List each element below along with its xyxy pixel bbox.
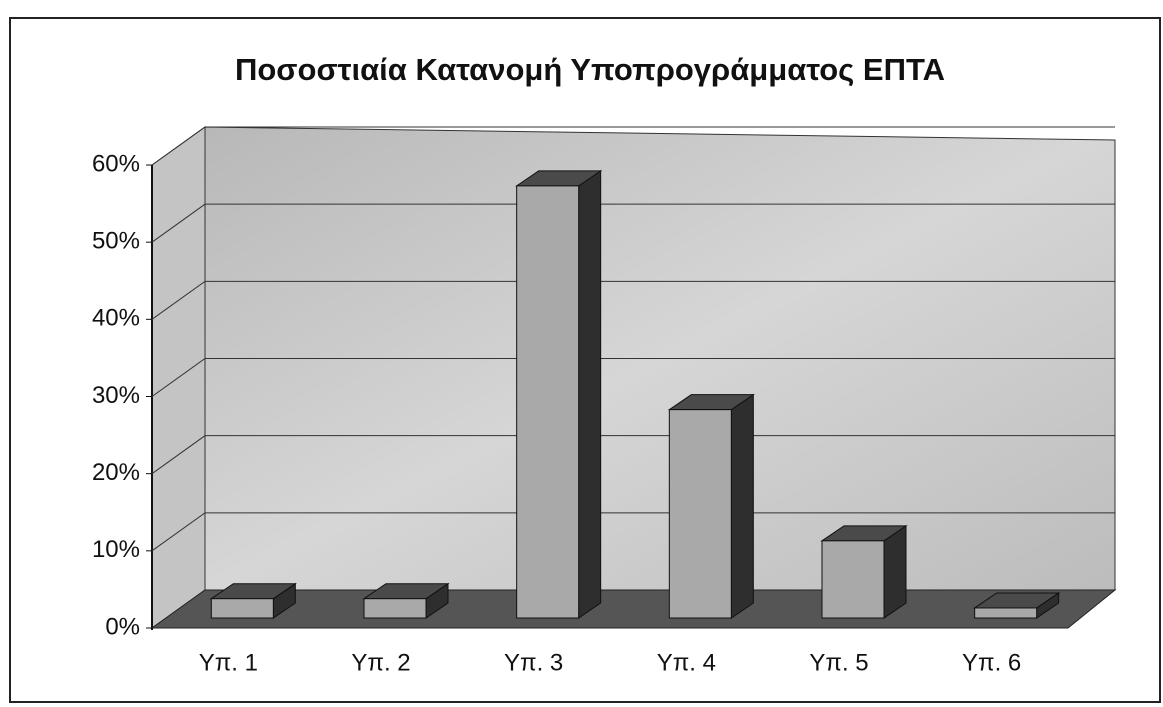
bar-side [883, 524, 907, 619]
floor [150, 589, 1117, 629]
bar [668, 409, 732, 619]
x-tick-label: Υπ. 6 [962, 649, 1021, 676]
grid-line [151, 435, 1115, 475]
y-tick-label: 40% [92, 305, 140, 332]
grid-line [151, 512, 1115, 552]
bar [210, 598, 274, 619]
bar [516, 185, 580, 619]
x-tick-label: Υπ. 4 [657, 649, 716, 676]
bar-side [578, 169, 602, 619]
y-tick-label: 50% [92, 228, 140, 255]
grid-line [151, 126, 1115, 166]
grid-line [151, 203, 1115, 243]
y-tick-label: 20% [92, 459, 140, 486]
bar-side [730, 393, 754, 619]
y-tick-label: 30% [92, 382, 140, 409]
y-tick-label: 10% [92, 536, 140, 563]
x-tick-label: Υπ. 3 [504, 649, 563, 676]
y-tick-label: 60% [92, 150, 140, 177]
bar [974, 607, 1038, 619]
chart-title: Ποσοστιαία Κατανομή Υποπρογράμματος ΕΠΤΑ [235, 52, 945, 87]
bar [821, 540, 885, 619]
grid-line [151, 280, 1115, 320]
x-tick-label: Υπ. 2 [351, 649, 410, 676]
y-tick-label: 0% [105, 613, 140, 640]
grid-line [151, 358, 1115, 397]
x-tick-label: Υπ. 1 [199, 649, 258, 676]
bar [363, 598, 427, 619]
chart-border [9, 17, 1161, 703]
x-tick-label: Υπ. 5 [809, 649, 868, 676]
